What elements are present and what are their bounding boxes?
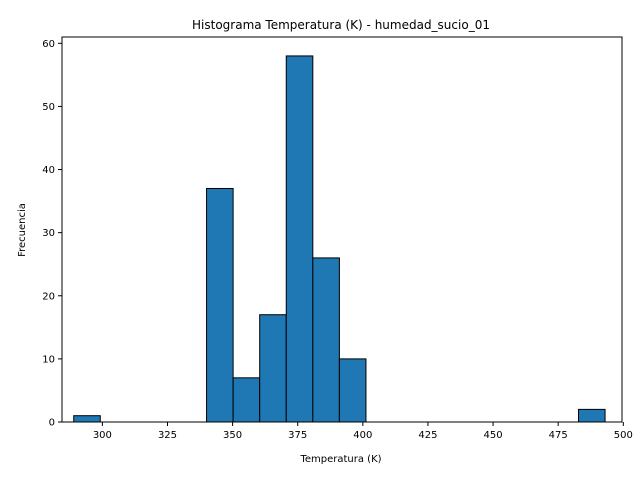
y-tick-label: 20 [42, 291, 55, 302]
y-tick-label: 40 [42, 165, 55, 176]
y-axis-ticks: 0 10 20 30 40 50 60 [42, 39, 62, 429]
histogram-bar [312, 257, 340, 423]
x-tick-label: 425 [418, 430, 437, 441]
y-tick-label: 60 [42, 39, 55, 50]
x-axis-label: Temperatura (K) [299, 454, 381, 465]
y-tick-label: 10 [42, 354, 55, 365]
y-tick-label: 0 [49, 418, 55, 429]
bars-group [73, 55, 606, 423]
histogram-bar [206, 187, 234, 423]
histogram-bar [578, 408, 606, 423]
histogram-bar [259, 314, 287, 423]
histogram-bar [285, 55, 314, 423]
histogram-bar [232, 377, 261, 423]
x-tick-label: 400 [353, 430, 372, 441]
x-tick-label: 325 [158, 430, 177, 441]
chart-title: Histograma Temperatura (K) - humedad_suc… [192, 18, 490, 32]
y-tick-label: 50 [42, 102, 55, 113]
plot-frame [61, 36, 623, 423]
histogram-bar [338, 358, 367, 423]
x-axis-ticks: 300 325 350 375 400 425 450 475 500 [93, 422, 633, 441]
x-tick-label: 450 [484, 430, 503, 441]
x-tick-label: 500 [614, 430, 633, 441]
y-tick-label: 30 [42, 228, 55, 239]
y-axis-label: Frecuencia [17, 203, 28, 257]
x-tick-label: 375 [288, 430, 307, 441]
x-tick-label: 350 [223, 430, 242, 441]
x-tick-label: 475 [549, 430, 568, 441]
x-tick-label: 300 [93, 430, 112, 441]
histogram-bar [73, 415, 101, 423]
